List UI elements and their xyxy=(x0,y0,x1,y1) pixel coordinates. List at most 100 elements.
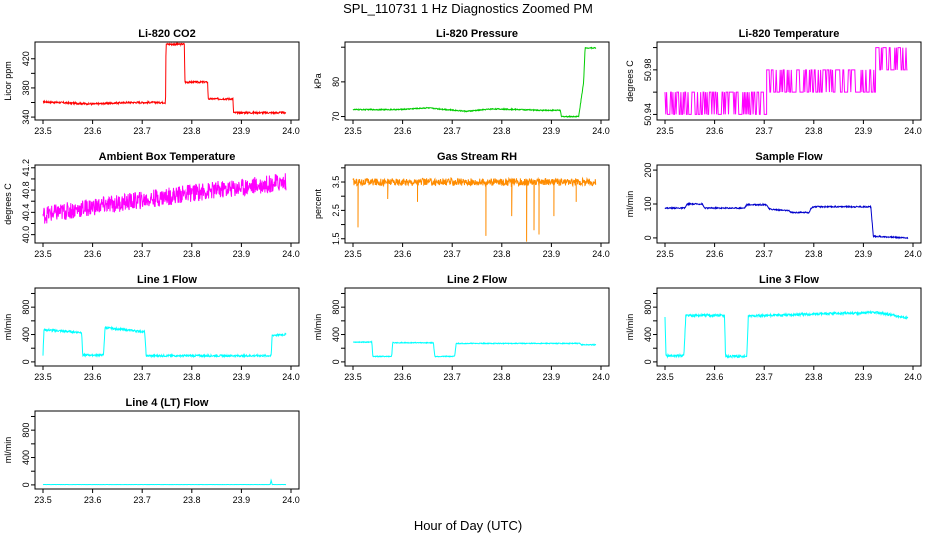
y-tick-label: 80 xyxy=(331,77,341,87)
y-axis-line-1-flow: 0 400 800 xyxy=(21,292,35,364)
x-tick-label: 23.6 xyxy=(706,126,724,136)
x-tick-label: 23.9 xyxy=(855,372,873,382)
x-tick-label: 23.6 xyxy=(706,372,724,382)
x-tick-label: 23.5 xyxy=(34,249,52,259)
x-tick-label: 24.0 xyxy=(592,249,610,259)
y-axis-label-li-820-temperature: degrees C xyxy=(625,60,635,102)
y-tick-label: 800 xyxy=(643,300,653,315)
chart-li-820-co2: Li-820 CO2 23.5 23.6 23.7 23.8 23.9 24.0 340 380… xyxy=(3,28,300,136)
y-tick-label: 420 xyxy=(21,51,31,66)
plot-frame-line-1-flow xyxy=(34,287,300,367)
x-tick-label: 23.8 xyxy=(493,372,511,382)
plot-frame-gas-stream-rh xyxy=(344,164,610,244)
x-tick-label: 23.5 xyxy=(344,372,362,382)
y-axis-label-gas-stream-rh: percent xyxy=(313,188,323,219)
y-tick-label: 0 xyxy=(21,482,31,487)
panel-title-line-4-lt-flow: Line 4 (LT) Flow xyxy=(126,397,209,409)
y-axis-label-line-2-flow: ml/min xyxy=(313,314,323,341)
x-axis-ambient-box-temperature: 23.5 23.6 23.7 23.8 23.9 24.0 xyxy=(34,243,300,259)
chart-sample-flow: Sample Flow 23.5 23.6 23.7 23.8 23.9 24.0 0 100 2… xyxy=(625,151,922,259)
x-tick-label: 23.8 xyxy=(493,249,511,259)
x-axis-line-2-flow: 23.5 23.6 23.7 23.8 23.9 24.0 xyxy=(344,366,610,382)
y-tick-label: 0 xyxy=(643,359,653,364)
x-tick-label: 23.9 xyxy=(233,126,251,136)
x-tick-label: 23.9 xyxy=(855,126,873,136)
chart-li-820-temperature: Li-820 Temperature 23.5 23.6 23.7 23.8 23.9 24… xyxy=(625,28,922,136)
x-tick-label: 23.8 xyxy=(805,372,823,382)
x-axis-gas-stream-rh: 23.5 23.6 23.7 23.8 23.9 24.0 xyxy=(344,243,610,259)
plot-frame-line-3-flow xyxy=(656,287,922,367)
y-tick-label: 800 xyxy=(331,300,341,315)
x-tick-label: 23.9 xyxy=(543,126,561,136)
y-tick-label: 400 xyxy=(643,327,653,342)
x-tick-label: 23.6 xyxy=(706,249,724,259)
panel-title-line-3-flow: Line 3 Flow xyxy=(759,274,819,286)
x-axis-li-820-pressure: 23.5 23.6 23.7 23.8 23.9 24.0 xyxy=(344,120,610,136)
x-axis-line-3-flow: 23.5 23.6 23.7 23.8 23.9 24.0 xyxy=(656,366,922,382)
x-tick-label: 23.6 xyxy=(84,372,102,382)
x-tick-label: 23.9 xyxy=(233,249,251,259)
x-axis-li-820-temperature: 23.5 23.6 23.7 23.8 23.9 24.0 xyxy=(656,120,922,136)
y-tick-label: 400 xyxy=(21,450,31,465)
panel-title-ambient-box-temperature: Ambient Box Temperature xyxy=(99,151,236,163)
x-axis-title: Hour of Day (UTC) xyxy=(413,518,523,533)
x-tick-label: 24.0 xyxy=(904,372,922,382)
chart-line-1-flow: Line 1 Flow 23.5 23.6 23.7 23.8 23.9 24.0 0 400 8… xyxy=(3,274,300,382)
x-tick-label: 23.7 xyxy=(443,249,461,259)
y-tick-label: 41.2 xyxy=(21,159,31,177)
x-tick-label: 24.0 xyxy=(592,372,610,382)
x-tick-label: 23.5 xyxy=(344,249,362,259)
x-tick-label: 23.5 xyxy=(34,126,52,136)
y-tick-label: 40.0 xyxy=(21,226,31,244)
y-tick-label: 50.98 xyxy=(643,59,653,82)
x-tick-label: 23.7 xyxy=(133,249,151,259)
x-tick-label: 23.8 xyxy=(493,126,511,136)
x-tick-label: 23.9 xyxy=(233,372,251,382)
x-tick-label: 24.0 xyxy=(904,249,922,259)
x-axis-line-4-lt-flow: 23.5 23.6 23.7 23.8 23.9 24.0 xyxy=(34,489,300,505)
chart-line-3-flow: Line 3 Flow 23.5 23.6 23.7 23.8 23.9 24.0 0 400 8… xyxy=(625,274,922,382)
x-tick-label: 23.9 xyxy=(543,249,561,259)
x-tick-label: 23.7 xyxy=(133,495,151,505)
y-axis-label-line-3-flow: ml/min xyxy=(625,314,635,341)
x-tick-label: 23.8 xyxy=(183,249,201,259)
y-axis-li-820-temperature: 50.94 50.98 xyxy=(643,47,657,126)
x-tick-label: 23.9 xyxy=(543,372,561,382)
panel-title-sample-flow: Sample Flow xyxy=(755,151,823,163)
plot-frame-li-820-pressure xyxy=(344,41,610,121)
x-tick-label: 24.0 xyxy=(282,126,300,136)
x-tick-label: 23.8 xyxy=(183,126,201,136)
y-axis-line-3-flow: 0 400 800 xyxy=(643,292,657,364)
x-axis-sample-flow: 23.5 23.6 23.7 23.8 23.9 24.0 xyxy=(656,243,922,259)
y-tick-label: 0 xyxy=(21,359,31,364)
y-axis-label-ambient-box-temperature: degrees C xyxy=(3,183,13,225)
x-tick-label: 23.5 xyxy=(344,126,362,136)
x-axis-line-1-flow: 23.5 23.6 23.7 23.8 23.9 24.0 xyxy=(34,366,300,382)
x-tick-label: 23.9 xyxy=(855,249,873,259)
chart-gas-stream-rh: Gas Stream RH 23.5 23.6 23.7 23.8 23.9 24.0 1.5… xyxy=(313,151,610,259)
y-axis-gas-stream-rh: 1.5 2.5 3.5 xyxy=(331,167,345,245)
y-tick-label: 800 xyxy=(21,423,31,438)
plot-frame-li-820-temperature xyxy=(656,41,922,121)
plot-frame-ambient-box-temperature xyxy=(34,164,300,244)
y-axis-li-820-pressure: 70 80 xyxy=(331,46,345,122)
y-axis-label-li-820-pressure: kPa xyxy=(313,73,323,89)
chart-line-2-flow: Line 2 Flow 23.5 23.6 23.7 23.8 23.9 24.0 0 400 8… xyxy=(313,274,610,382)
series-line-li-820-temperature xyxy=(664,47,908,115)
y-axis-ambient-box-temperature: 40.0 40.4 40.8 41.2 xyxy=(21,159,35,243)
y-tick-label: 2.5 xyxy=(331,204,341,217)
x-tick-label: 23.7 xyxy=(755,249,773,259)
series-line-line-1-flow xyxy=(42,325,287,359)
x-tick-label: 23.6 xyxy=(394,126,412,136)
x-tick-label: 23.7 xyxy=(443,126,461,136)
chart-li-820-pressure: Li-820 Pressure 23.5 23.6 23.7 23.8 23.9 24.0 7… xyxy=(313,28,610,136)
plot-frame-li-820-co2 xyxy=(34,41,300,121)
y-tick-label: 340 xyxy=(21,110,31,125)
series-line-gas-stream-rh xyxy=(352,176,597,242)
series-line-ambient-box-temperature xyxy=(42,173,287,224)
y-tick-label: 3.5 xyxy=(331,176,341,189)
y-tick-label: 200 xyxy=(643,163,653,178)
y-axis-label-line-1-flow: ml/min xyxy=(3,314,13,341)
y-axis-label-sample-flow: ml/min xyxy=(625,191,635,218)
